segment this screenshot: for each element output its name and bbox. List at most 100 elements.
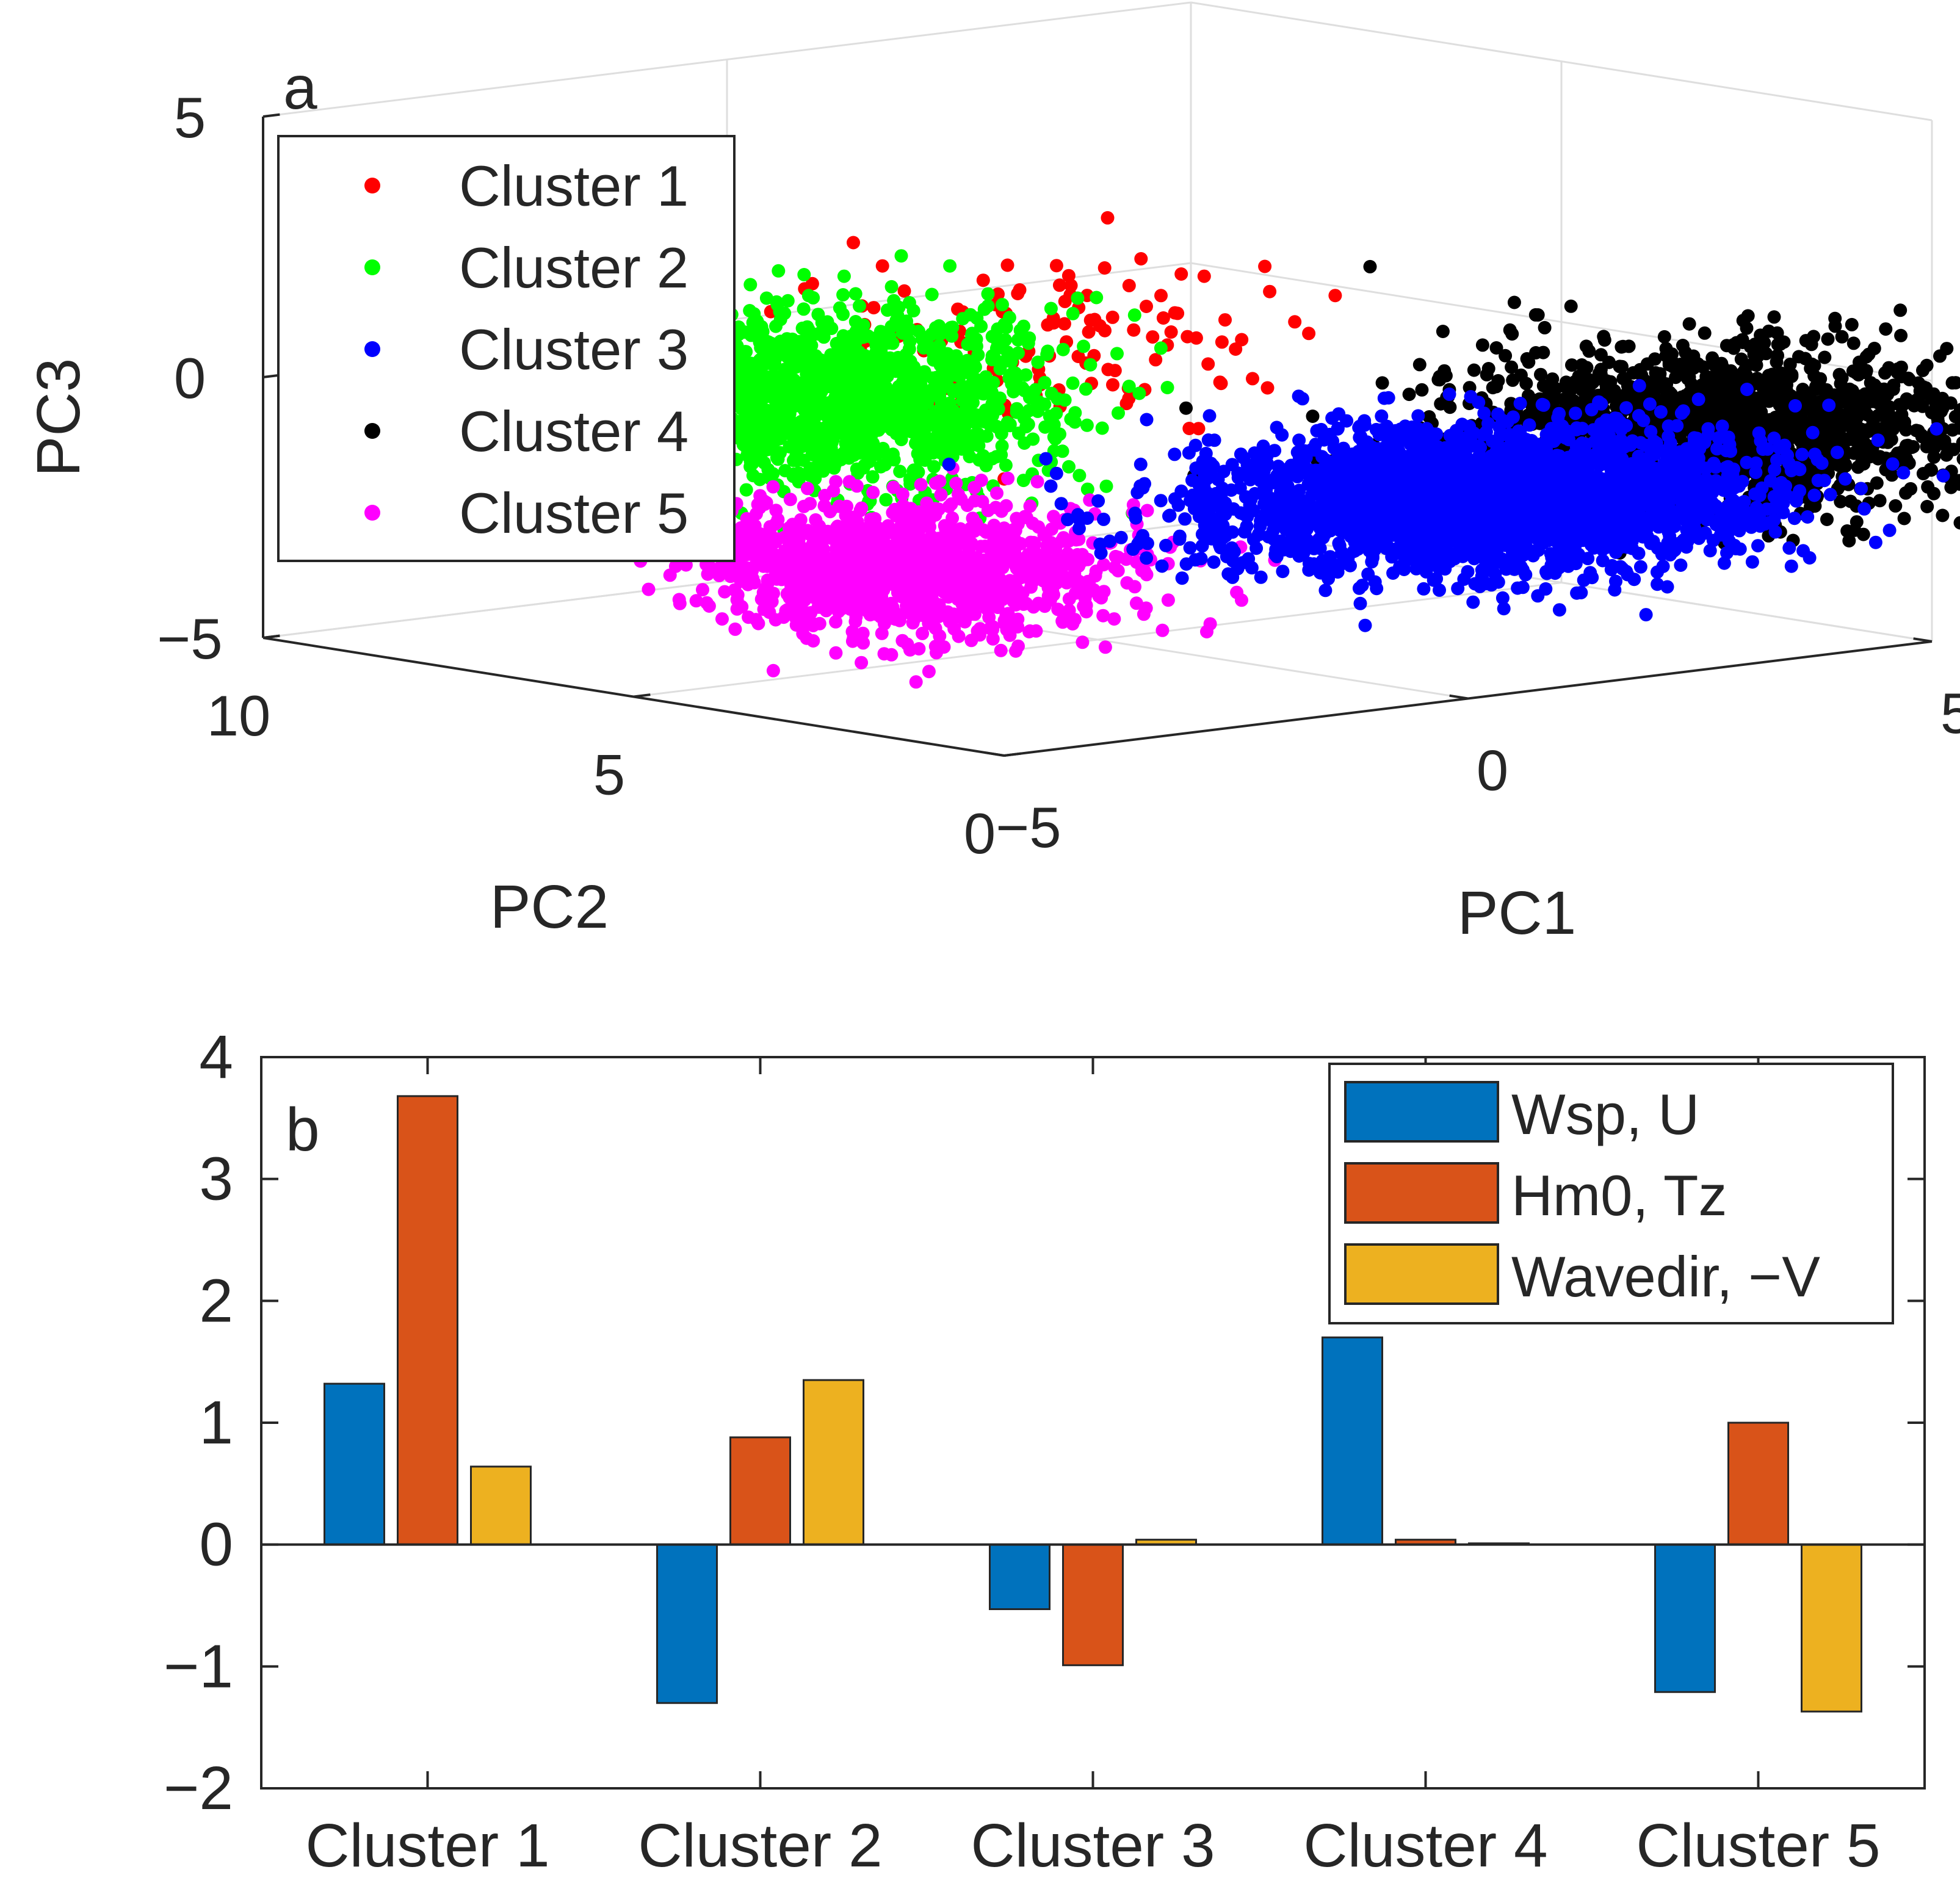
scatter-point	[887, 506, 901, 520]
scatter-point	[1633, 363, 1647, 377]
scatter-point	[996, 298, 1009, 312]
scatter-point	[1066, 376, 1080, 390]
scatter-point	[1064, 412, 1078, 426]
scatter-point	[1592, 367, 1606, 380]
scatter-point	[1879, 322, 1893, 336]
scatter-point	[875, 333, 889, 347]
scatter-point	[976, 273, 990, 287]
scatter-point	[1665, 347, 1679, 361]
scatter-point	[1679, 345, 1693, 359]
scatter-point	[1703, 395, 1717, 408]
scatter-point	[1055, 444, 1069, 458]
scatter-point	[1886, 422, 1900, 436]
scatter-point	[758, 543, 772, 557]
scatter-point	[1792, 350, 1806, 364]
scatter-point	[1894, 360, 1908, 374]
scatter-point	[933, 605, 947, 619]
scatter-point	[1433, 370, 1447, 384]
scatter-point	[1154, 494, 1168, 508]
scatter-point	[880, 563, 894, 577]
scatter-point	[758, 497, 772, 511]
scatter-point	[1192, 422, 1206, 436]
scatter-point	[1797, 386, 1811, 400]
scatter-point	[968, 494, 982, 508]
scatter-point	[696, 583, 709, 597]
scatter-point	[853, 299, 866, 313]
scatter-point	[848, 388, 862, 402]
series-cluster-3	[942, 378, 1950, 632]
scatter-point	[978, 540, 992, 553]
scatter-point	[866, 470, 880, 484]
scatter-point	[1491, 374, 1505, 388]
scatter-point	[1662, 358, 1676, 372]
scatter-point	[1415, 383, 1429, 397]
scatter-point	[1741, 309, 1755, 323]
scatter-point	[1038, 375, 1052, 389]
scatter-point	[928, 476, 942, 490]
scatter-point	[1082, 325, 1096, 339]
scatter-point	[1793, 434, 1807, 448]
scatter-point	[1737, 444, 1751, 458]
scatter-point	[818, 488, 832, 502]
scatter-point	[953, 569, 967, 583]
grid-line	[1190, 1, 1933, 121]
scatter-point	[763, 520, 777, 534]
scatter-point	[1862, 347, 1876, 361]
scatter-point	[1235, 333, 1249, 347]
scatter-point	[1854, 456, 1868, 470]
scatter-point	[823, 361, 837, 375]
scatter-point	[782, 416, 796, 430]
scatter-point	[1507, 295, 1521, 309]
scatter-point	[953, 370, 966, 383]
scatter-point	[982, 610, 996, 624]
scatter-point	[1049, 466, 1063, 480]
scatter-point	[1029, 624, 1043, 638]
scatter-point	[715, 612, 729, 626]
scatter-point	[772, 264, 786, 278]
scatter-point	[1127, 308, 1141, 322]
scatter-point	[856, 358, 870, 372]
scatter-point	[1615, 359, 1629, 374]
scatter-point	[811, 361, 825, 375]
scatter-point	[1041, 344, 1055, 358]
scatter-point	[833, 344, 847, 357]
scatter-point	[884, 320, 899, 333]
scatter-point	[1197, 269, 1211, 283]
scatter-point	[980, 429, 994, 443]
scatter-points	[559, 211, 1960, 689]
scatter-point	[1843, 494, 1857, 508]
scatter-point	[975, 378, 989, 392]
scatter-point	[1127, 323, 1141, 337]
scatter-point	[1201, 357, 1215, 371]
scatter-point	[1940, 396, 1954, 410]
scatter-point	[1536, 379, 1550, 392]
scatter-point	[897, 284, 911, 298]
scatter-point	[947, 622, 961, 636]
scatter-point	[981, 299, 995, 313]
scatter-point	[1071, 291, 1085, 305]
scatter-point	[1840, 395, 1854, 409]
scatter-point	[1594, 348, 1608, 362]
scatter-point	[1894, 328, 1908, 342]
scatter-point	[1811, 402, 1825, 416]
scatter-point	[880, 303, 894, 317]
scatter-point	[1012, 571, 1026, 585]
scatter-point	[1898, 421, 1912, 435]
scatter-point	[932, 542, 946, 556]
scatter-point	[903, 643, 917, 657]
scatter-point	[1821, 332, 1835, 346]
scatter-point	[927, 460, 941, 474]
scatter-point	[874, 460, 888, 474]
scatter-point	[1878, 366, 1892, 380]
scatter-point	[867, 531, 881, 545]
x-tick-mark	[1913, 637, 1933, 643]
scatter-point	[1025, 516, 1040, 530]
scatter-point	[1062, 460, 1076, 474]
scatter-point	[861, 604, 874, 618]
scatter-point	[1019, 368, 1033, 382]
scatter-point	[967, 428, 982, 442]
scatter-point	[1318, 583, 1333, 598]
scatter-point	[856, 318, 870, 332]
scatter-point	[893, 421, 907, 435]
scatter-point	[1071, 547, 1085, 562]
